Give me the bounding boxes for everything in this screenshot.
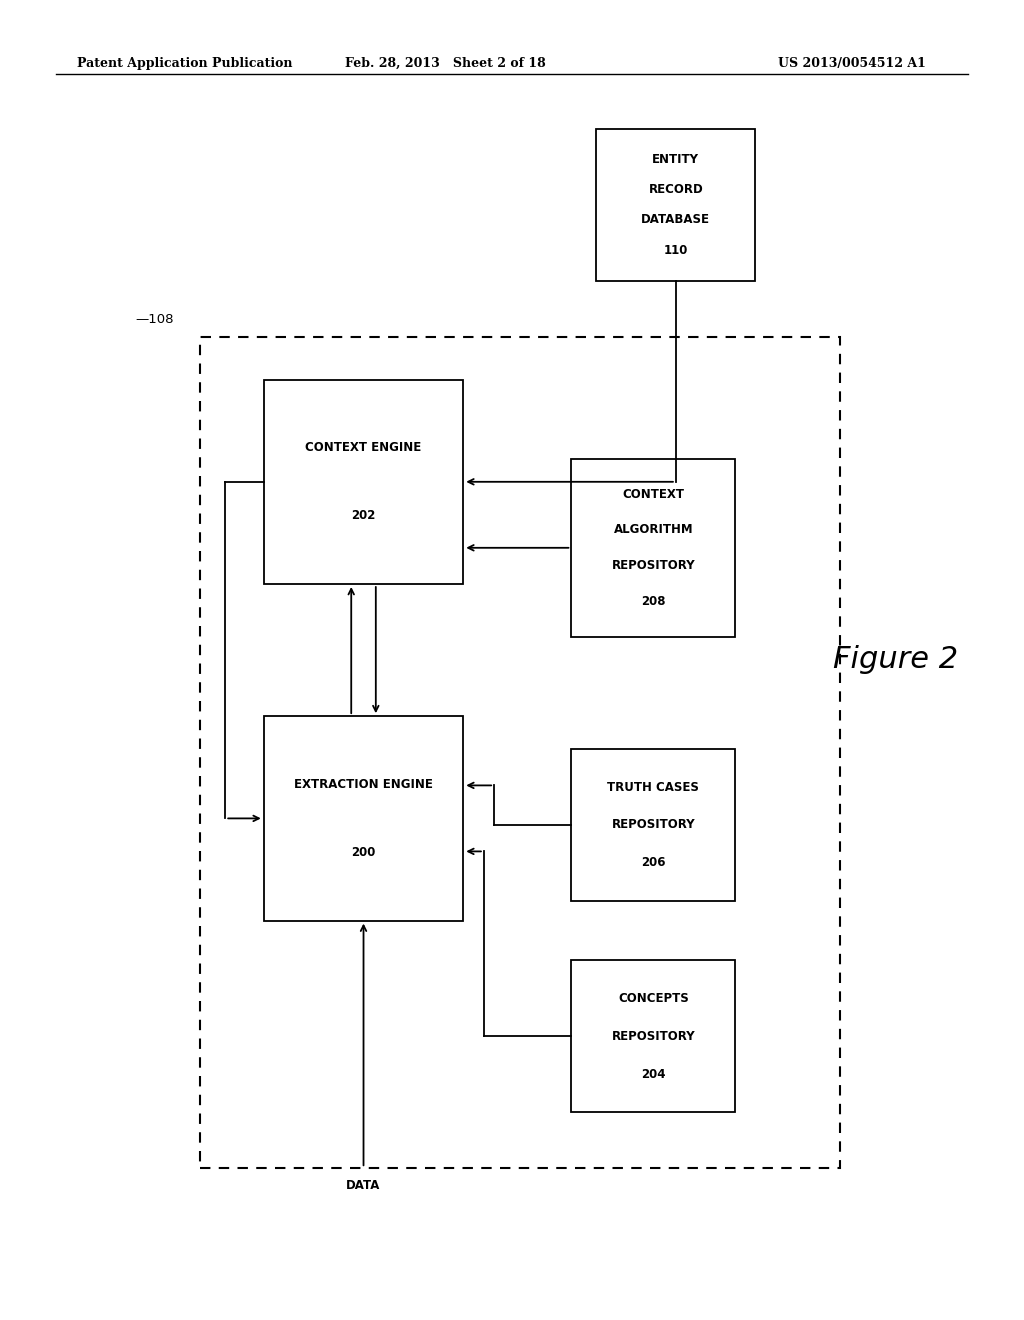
Text: 204: 204 [641, 1068, 666, 1081]
Text: 202: 202 [351, 510, 376, 523]
Bar [571, 750, 735, 900]
Bar [571, 459, 735, 638]
Text: CONCEPTS: CONCEPTS [617, 991, 689, 1005]
Text: ENTITY: ENTITY [652, 153, 699, 165]
Text: Patent Application Publication: Patent Application Publication [77, 57, 292, 70]
Text: CONTEXT: CONTEXT [623, 488, 684, 500]
Text: 208: 208 [641, 595, 666, 607]
Text: Figure 2: Figure 2 [834, 645, 958, 675]
Text: RECORD: RECORD [648, 183, 703, 195]
Text: CONTEXT ENGINE: CONTEXT ENGINE [305, 441, 422, 454]
Text: 206: 206 [641, 857, 666, 870]
Text: US 2013/0054512 A1: US 2013/0054512 A1 [778, 57, 926, 70]
Bar [263, 380, 463, 583]
Text: Feb. 28, 2013   Sheet 2 of 18: Feb. 28, 2013 Sheet 2 of 18 [345, 57, 546, 70]
Text: 200: 200 [351, 846, 376, 859]
Text: DATA: DATA [346, 1179, 381, 1192]
Text: REPOSITORY: REPOSITORY [611, 560, 695, 572]
Text: TRUTH CASES: TRUTH CASES [607, 780, 699, 793]
Bar [596, 129, 756, 281]
Text: 110: 110 [664, 244, 688, 256]
Bar [200, 337, 840, 1168]
Text: DATABASE: DATABASE [641, 214, 711, 226]
Text: REPOSITORY: REPOSITORY [611, 1030, 695, 1043]
Bar [263, 715, 463, 921]
Text: REPOSITORY: REPOSITORY [611, 818, 695, 832]
Text: EXTRACTION ENGINE: EXTRACTION ENGINE [294, 777, 433, 791]
Text: ALGORITHM: ALGORITHM [613, 524, 693, 536]
Text: —108: —108 [135, 313, 174, 326]
Bar [571, 961, 735, 1111]
